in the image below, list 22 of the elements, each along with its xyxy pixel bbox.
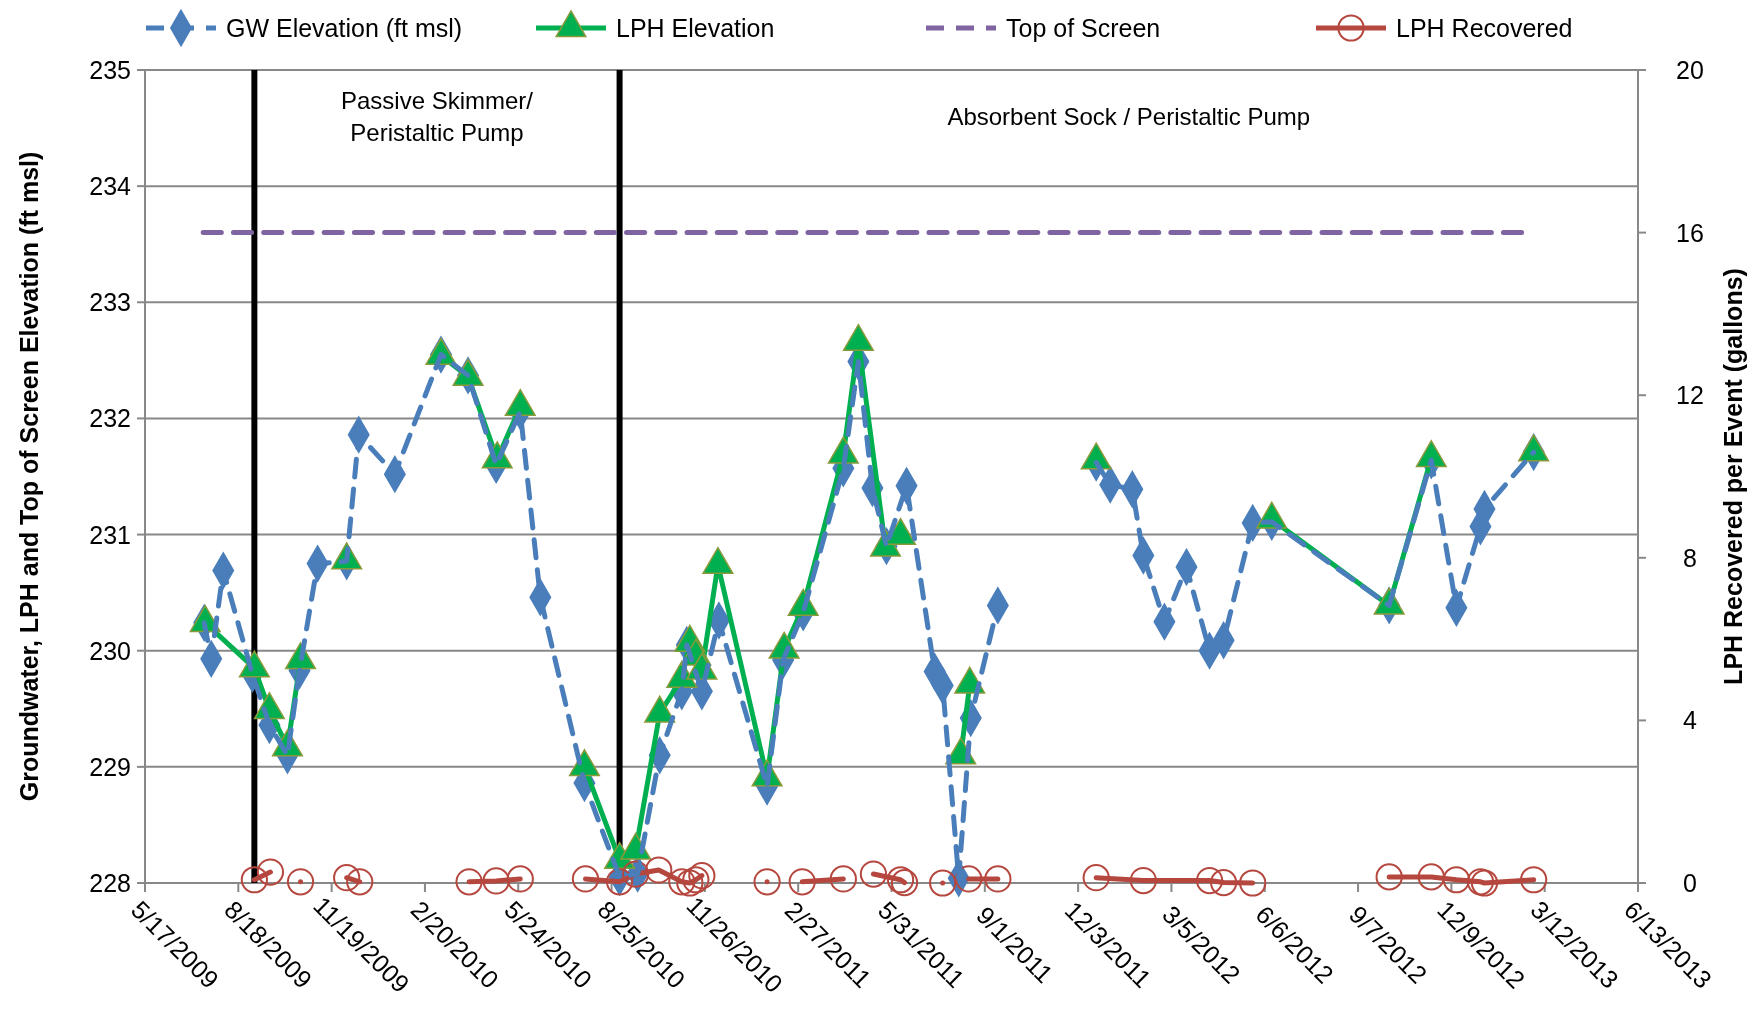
annotation: Passive Skimmer/ Peristaltic Pump <box>340 86 534 146</box>
y2-tick-label: 20 <box>1676 56 1704 84</box>
y-axis-title: Groundwater, LPH and Top of Screen Elevation (ft msl) <box>15 151 43 802</box>
y-tick-label: 232 <box>89 404 131 433</box>
legend-label: LPH Elevation <box>616 14 775 42</box>
y-tick-label: 229 <box>89 752 131 781</box>
y2-tick-label: 0 <box>1683 869 1697 897</box>
y2-tick-label: 4 <box>1683 706 1698 735</box>
y2-tick-label: 16 <box>1676 218 1704 247</box>
y2-tick-label: 12 <box>1676 381 1704 410</box>
y-tick-label: 235 <box>89 56 131 84</box>
y-tick-label: 228 <box>89 869 131 897</box>
annotation: Absorbent Sock / Peristaltic Pump <box>947 102 1311 130</box>
legend-label: GW Elevation (ft msl) <box>226 14 463 42</box>
y-tick-label: 233 <box>89 288 131 317</box>
y2-tick-label: 8 <box>1683 543 1697 572</box>
legend-label: Top of Screen <box>1006 14 1161 42</box>
legend-label: LPH Recovered <box>1396 14 1573 42</box>
y-tick-label: 230 <box>89 636 131 665</box>
y-tick-label: 231 <box>89 520 131 549</box>
y2-axis-title: LPH Recovered per Event (gallons) <box>1719 268 1747 685</box>
y-tick-label: 234 <box>89 172 132 201</box>
